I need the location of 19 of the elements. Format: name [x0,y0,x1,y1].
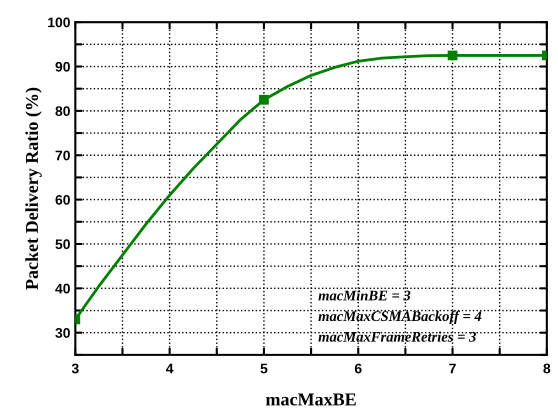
annotation: macMinBE = 3 [318,290,410,300]
annotation: macMaxCSMABackoff = 4 [318,310,482,324]
x-tick-label: 7 [449,364,456,374]
y-tick-label: 100 [48,17,70,28]
y-tick-label: 50 [55,239,70,250]
y-tick-label: 70 [56,150,70,160]
y-tick-label: 60 [56,194,70,205]
x-tick-label: 3 [72,364,79,374]
x-tick-label: 6 [354,364,362,374]
x-tick-label: 8 [543,364,550,374]
x-tick-label: 5 [260,364,268,374]
y-tick-label: 30 [55,328,70,338]
x-tick-label: 4 [166,364,174,374]
y-tick-label: 40 [55,284,70,294]
y-axis-title: Packet Delivery Ratio (%) [25,88,42,290]
y-tick-label: 90 [56,62,70,72]
y-tick-label: 80 [55,106,70,116]
x-axis-title: macMaxBE [266,394,356,406]
annotation: macMaxFrameRetries = 3 [318,331,476,342]
